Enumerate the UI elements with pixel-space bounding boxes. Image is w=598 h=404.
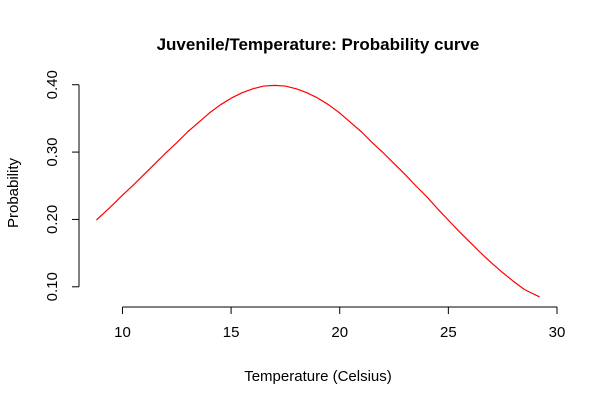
y-tick-label: 0.40 [44, 70, 61, 99]
x-tick-label: 20 [331, 324, 348, 341]
x-axis-label: Temperature (Celsius) [244, 368, 392, 385]
chart-title: Juvenile/Temperature: Probability curve [157, 35, 480, 54]
y-tick-label: 0.30 [44, 137, 61, 166]
y-tick-label: 0.20 [44, 205, 61, 234]
x-tick-label: 10 [114, 324, 131, 341]
x-tick-label: 15 [223, 324, 240, 341]
x-ticks: 10 15 20 25 30 [114, 307, 565, 341]
plot-series [95, 84, 540, 298]
y-tick-label: 0.10 [44, 272, 61, 301]
y-axis: 0.10 0.20 0.30 0.40 [44, 70, 80, 301]
x-tick-label: 30 [549, 324, 566, 341]
x-tick-label: 25 [440, 324, 457, 341]
y-ticks: 0.10 0.20 0.30 0.40 [44, 70, 79, 301]
x-axis: 10 15 20 25 30 [114, 306, 565, 341]
y-axis-label: Probability [5, 157, 22, 228]
series-line-0 [95, 84, 540, 298]
